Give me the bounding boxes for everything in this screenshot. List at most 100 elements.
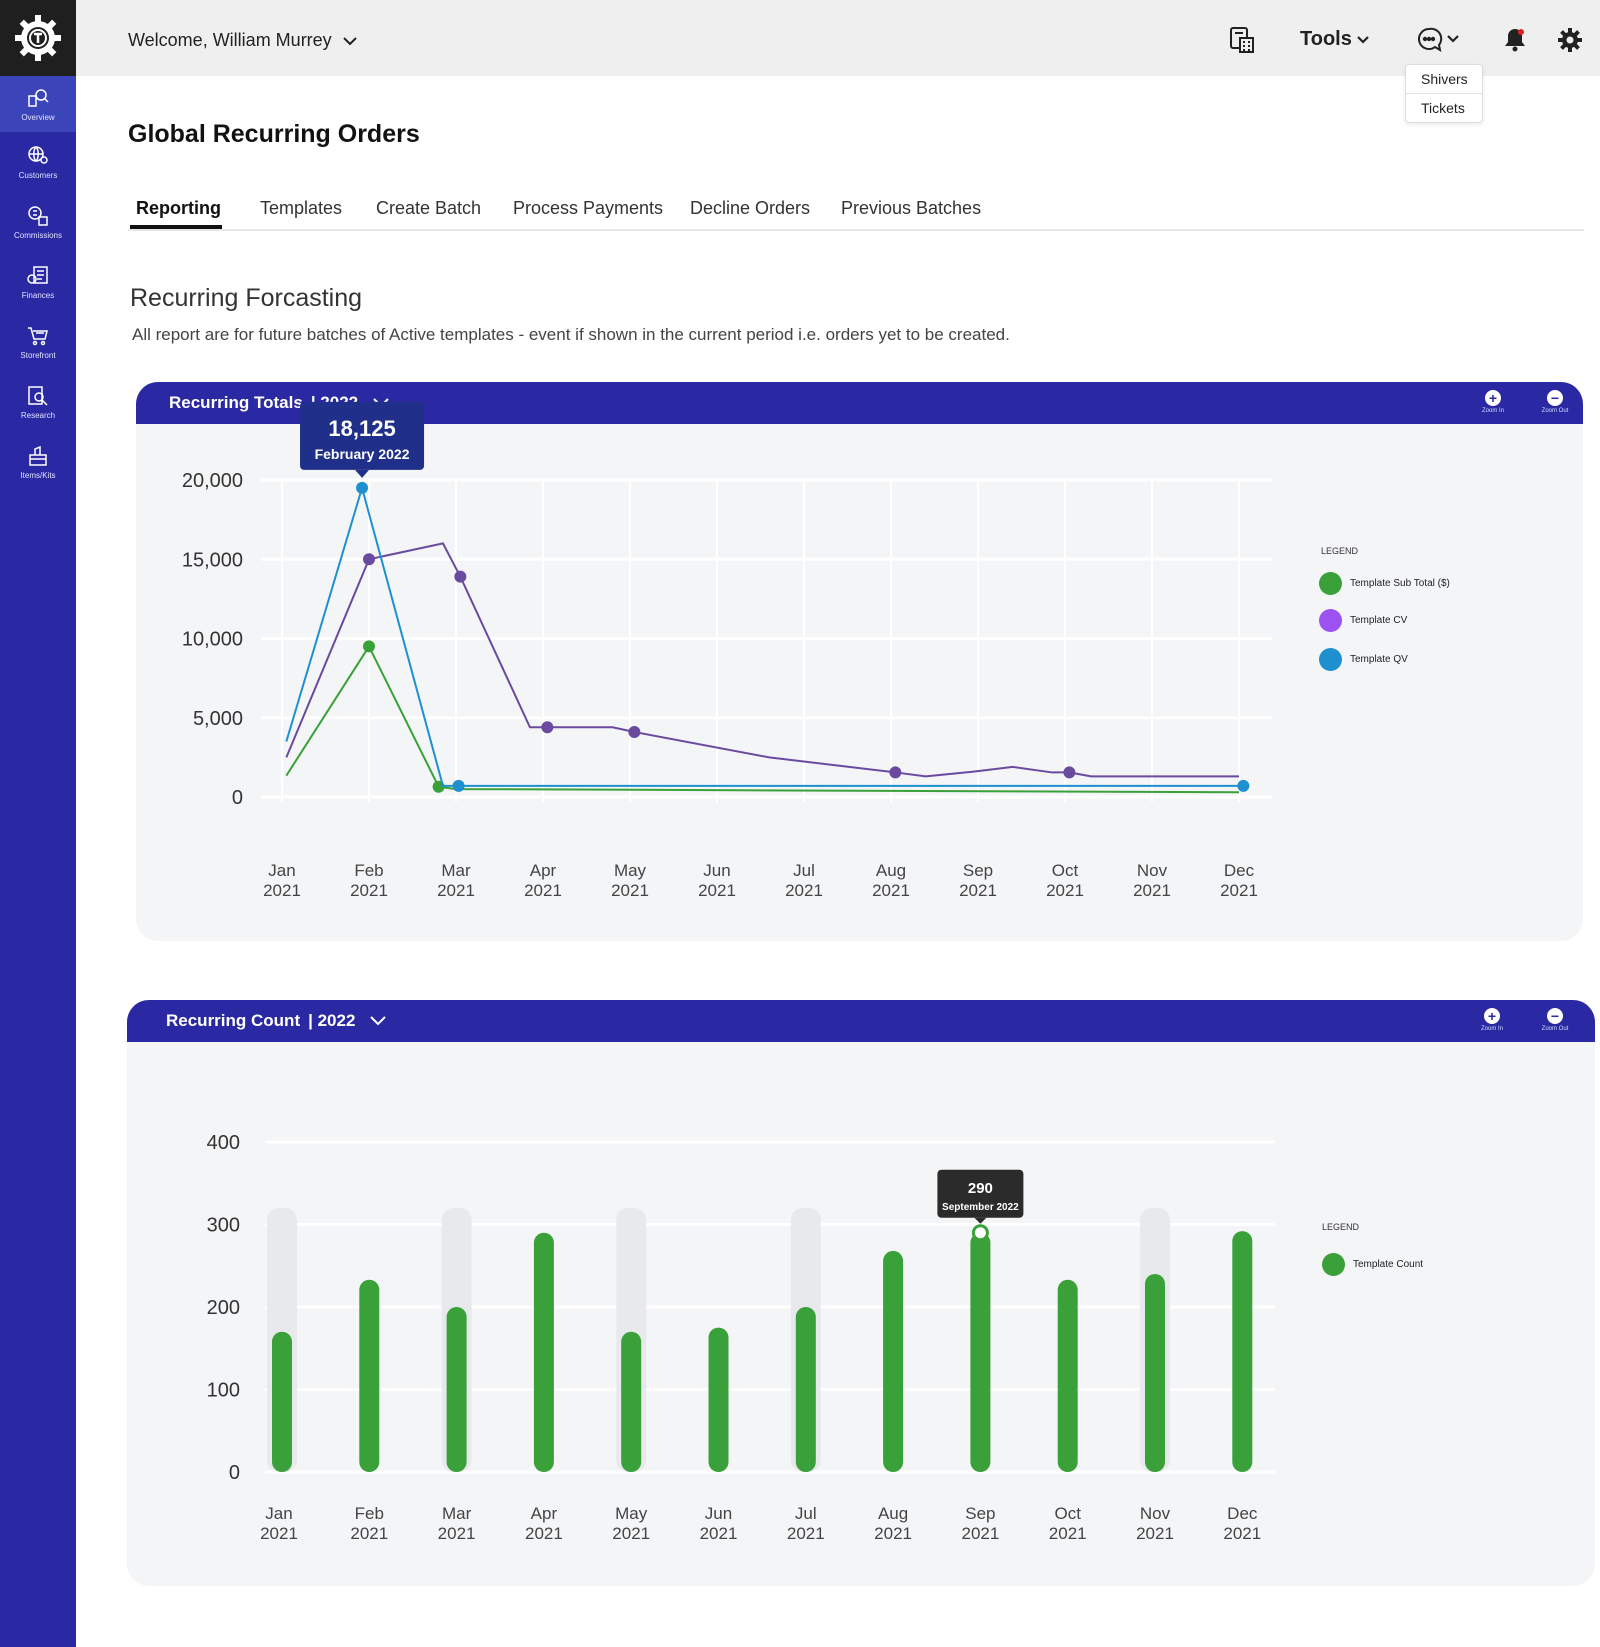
support-dropdown: Shivers Tickets	[1405, 64, 1483, 123]
chevron-down-icon	[1357, 35, 1369, 44]
x-tick-label: 2021	[524, 881, 562, 900]
recurring-totals-chart: 05,00010,00015,00020,000Jan2021Feb2021Ma…	[182, 401, 1272, 900]
tab-previous-batches[interactable]: Previous Batches	[841, 198, 982, 218]
y-tick-label: 200	[207, 1297, 240, 1319]
x-tick-label: 2021	[787, 1524, 825, 1543]
tab-templates[interactable]: Templates	[260, 198, 343, 218]
sidebar-item-overview[interactable]: Overview	[0, 76, 76, 132]
top-bar: Welcome, William Murrey Tools	[76, 0, 1600, 76]
sidebar-item-storefront[interactable]: Storefront	[0, 312, 76, 372]
legend-item-subtotal[interactable]: Template Sub Total ($)	[1319, 572, 1450, 595]
tooltip-pointer	[974, 1217, 987, 1224]
x-tick-label: 2021	[1133, 881, 1171, 900]
tab-decline-orders[interactable]: Decline Orders	[690, 198, 811, 218]
y-tick-label: 100	[207, 1380, 240, 1402]
tab-reporting[interactable]: Reporting	[136, 198, 221, 218]
menu-item-shivers[interactable]: Shivers	[1421, 71, 1468, 87]
card-header: Recurring Count | 2022 + Zoom In − Zoom …	[127, 1000, 1595, 1042]
notifications-button[interactable]	[1501, 26, 1529, 54]
bar	[1057, 1279, 1078, 1472]
section-title: Recurring Forcasting	[130, 284, 363, 312]
x-tick-label: 2021	[872, 881, 910, 900]
app-logo[interactable]	[0, 0, 76, 76]
tab-process-payments[interactable]: Process Payments	[513, 198, 664, 218]
x-tick-label: Oct	[1054, 1504, 1081, 1523]
tooltip-label: February 2022	[315, 446, 410, 462]
sidebar-item-label: Research	[20, 411, 56, 420]
x-tick-label: Sep	[965, 1504, 995, 1523]
zoom-out-button[interactable]: − Zoom Out	[1535, 1008, 1575, 1032]
legend-label: Template Count	[1353, 1259, 1424, 1270]
x-tick-label: 2021	[525, 1524, 563, 1543]
bell-icon	[1505, 29, 1525, 52]
data-point	[363, 553, 375, 566]
x-tick-label: 2021	[612, 1524, 650, 1543]
bar	[970, 1232, 991, 1472]
card-year: | 2022	[308, 1011, 356, 1030]
sidebar-item-label: Storefront	[20, 351, 56, 360]
data-point	[452, 779, 465, 792]
calculator-icon	[1230, 27, 1254, 53]
minus-icon: −	[1547, 1008, 1563, 1024]
data-point	[628, 726, 641, 739]
x-tick-label: Nov	[1140, 1504, 1171, 1523]
zoom-out-button[interactable]: − Zoom Out	[1535, 390, 1575, 414]
tooltip-box	[937, 1169, 1024, 1218]
sidebar-item-label: Items/Kits	[20, 471, 56, 480]
x-tick-label: 2021	[874, 1524, 912, 1543]
zoom-in-button[interactable]: + Zoom In	[1473, 390, 1513, 414]
items-kits-icon	[29, 445, 47, 466]
x-tick-label: May	[615, 1504, 648, 1523]
series-line	[285, 484, 1244, 787]
tab-create-batch[interactable]: Create Batch	[376, 198, 482, 218]
y-tick-label: 400	[207, 1132, 240, 1154]
x-tick-label: May	[614, 861, 647, 880]
menu-item-tickets[interactable]: Tickets	[1406, 93, 1482, 122]
recurring-count-chart: 0100200300400Jan2021Feb2021Mar2021Apr202…	[207, 1132, 1275, 1543]
card-title-text: Recurring Count	[166, 1011, 301, 1030]
zoom-in-label: Zoom In	[1480, 1026, 1503, 1032]
x-tick-label: Jun	[705, 1504, 732, 1523]
bar	[272, 1331, 292, 1472]
legend-item-cv[interactable]: Template CV	[1319, 609, 1407, 632]
recurring-totals-card: Recurring Totals | 2022 + Zoom In − Zoom…	[136, 382, 1583, 941]
sidebar-item-research[interactable]: Research	[0, 372, 76, 432]
sidebar-item-customers[interactable]: Customers	[0, 132, 76, 192]
sidebar-item-label: Finances	[21, 291, 55, 300]
tooltip-pointer	[355, 469, 370, 478]
x-tick-label: Jul	[793, 861, 815, 880]
storefront-icon	[28, 327, 48, 346]
active-tab-indicator	[130, 225, 222, 229]
sidebar-item-commissions[interactable]: Commissions	[0, 192, 76, 252]
x-tick-label: Jan	[268, 861, 295, 880]
x-tick-label: Jun	[703, 861, 730, 880]
y-tick-label: 10,000	[182, 629, 243, 651]
x-tick-label: Jan	[265, 1504, 292, 1523]
bar	[359, 1279, 380, 1472]
y-tick-label: 5,000	[193, 708, 243, 730]
x-tick-label: 2021	[1136, 1524, 1174, 1543]
sidebar-item-label: Commissions	[13, 231, 62, 240]
recurring-count-selector[interactable]: Recurring Count | 2022	[166, 1011, 387, 1031]
legend-item-template-count[interactable]: Template Count	[1322, 1253, 1423, 1276]
gear-logo-icon	[15, 15, 61, 61]
legend-title: LEGEND	[1321, 546, 1359, 556]
user-menu[interactable]: Welcome, William Murrey	[128, 30, 358, 51]
chevron-down-icon	[370, 1016, 387, 1026]
x-tick-label: 2021	[698, 881, 736, 900]
bar	[446, 1307, 467, 1472]
x-tick-label: Aug	[876, 861, 906, 880]
tools-menu[interactable]: Tools	[1300, 28, 1370, 51]
y-tick-label: 0	[232, 787, 243, 809]
x-tick-label: 2021	[1046, 881, 1084, 900]
legend-item-qv[interactable]: Template QV	[1319, 648, 1408, 671]
sidebar-item-items-kits[interactable]: Items/Kits	[0, 432, 76, 492]
tools-label: Tools	[1300, 28, 1352, 50]
support-chat-button[interactable]	[1416, 26, 1466, 54]
sidebar-item-finances[interactable]: Finances	[0, 252, 76, 312]
tab-bar: Reporting Templates Create Batch Process…	[128, 195, 1584, 231]
settings-button[interactable]	[1556, 26, 1584, 54]
zoom-in-button[interactable]: + Zoom In	[1472, 1008, 1512, 1032]
calculator-button[interactable]	[1228, 26, 1256, 54]
tooltip-label: September 2022	[942, 1202, 1019, 1213]
